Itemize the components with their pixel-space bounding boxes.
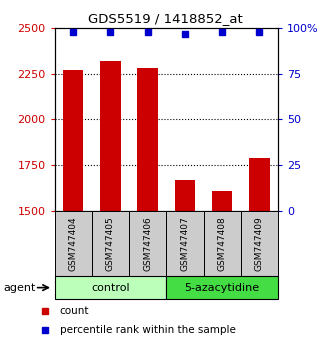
Bar [166, 276, 278, 299]
Bar [204, 211, 241, 276]
Text: GSM747406: GSM747406 [143, 216, 152, 271]
Text: percentile rank within the sample: percentile rank within the sample [60, 325, 236, 335]
Bar [92, 211, 129, 276]
Bar [137, 68, 158, 211]
Bar [129, 211, 166, 276]
Bar [63, 70, 83, 211]
Text: count: count [60, 306, 89, 316]
Text: control: control [91, 282, 130, 293]
Bar [249, 158, 270, 211]
Text: GSM747409: GSM747409 [255, 216, 264, 271]
Text: GSM747408: GSM747408 [218, 216, 227, 271]
Bar [100, 61, 121, 211]
Bar [55, 211, 92, 276]
Text: GSM747405: GSM747405 [106, 216, 115, 271]
Text: GSM747404: GSM747404 [69, 216, 78, 271]
Bar [175, 179, 195, 211]
Bar [241, 211, 278, 276]
Bar [166, 211, 204, 276]
Text: 5-azacytidine: 5-azacytidine [185, 282, 260, 293]
Text: GDS5519 / 1418852_at: GDS5519 / 1418852_at [88, 12, 243, 25]
Bar [212, 190, 232, 211]
Text: agent: agent [3, 282, 36, 293]
Text: GSM747407: GSM747407 [180, 216, 189, 271]
Bar [55, 276, 166, 299]
